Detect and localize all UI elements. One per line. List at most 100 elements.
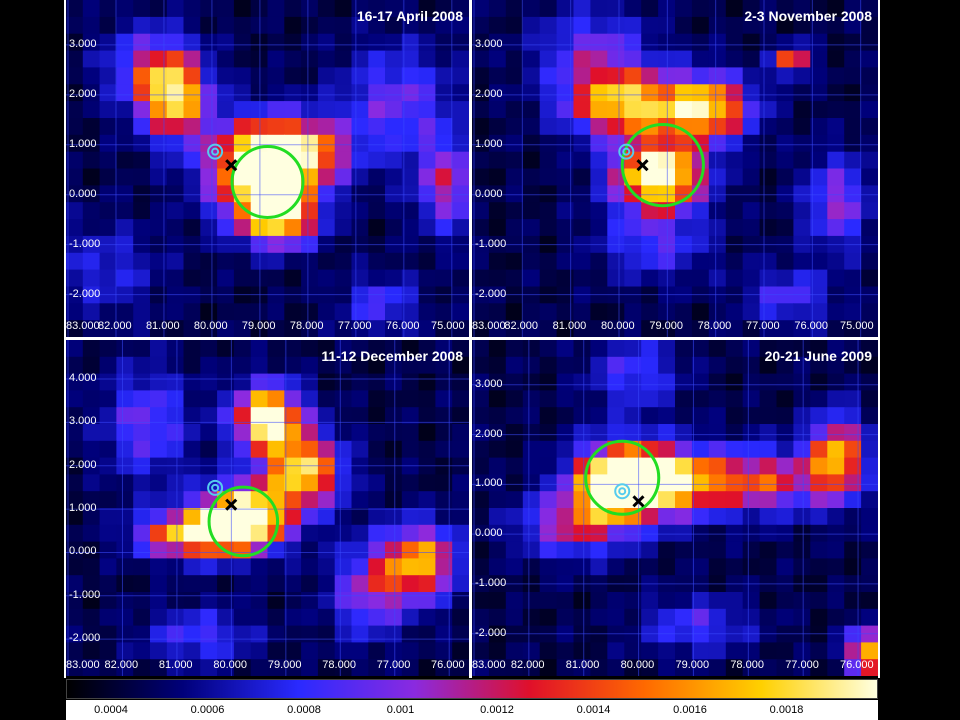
map-pixel [233,625,252,643]
map-pixel [301,373,319,391]
map-pixel [250,558,269,576]
map-pixel [99,84,117,102]
map-pixel [267,407,285,425]
map-pixel [301,0,319,18]
map-pixel [150,524,168,543]
map-pixel [556,625,575,643]
map-pixel [708,508,727,526]
map-pixel [368,286,386,304]
y-tick-label: 2.000 [475,87,503,100]
map-pixel [844,524,862,543]
map-pixel [284,491,302,509]
map-pixel [166,457,185,475]
map-pixel [368,33,386,52]
map-pixel [844,390,862,408]
map-pixel [742,168,761,186]
map-pixel [301,33,319,52]
map-pixel [435,269,453,288]
map-pixel [590,84,608,102]
map-pixel [385,219,403,237]
map-pixel [793,356,811,375]
map-pixel [505,320,524,337]
map-pixel [233,608,252,627]
map-pixel [624,151,642,170]
map-pixel [607,286,625,304]
map-pixel [793,84,811,102]
map-pixel [539,16,558,35]
map-pixel [742,424,761,442]
map-pixel [200,373,218,391]
map-pixel [284,252,302,271]
y-tick-label: -2.000 [69,632,101,645]
map-pixel [827,219,845,237]
map-pixel [435,252,453,271]
map-pixel [183,202,201,220]
map-pixel [658,592,676,610]
map-pixel [368,491,386,509]
map-pixel [82,252,101,271]
map-pixel [742,16,761,35]
map-pixel [368,558,386,576]
map-pixel [334,286,353,304]
map-pixel [66,524,84,543]
map-pixel [590,16,608,35]
map-pixel [66,592,84,610]
map-pixel [66,134,84,153]
map-pixel [522,491,541,509]
map-pixel [658,558,676,576]
map-pixel [334,592,353,610]
map-pixel [675,118,693,136]
map-pixel [505,134,524,153]
map-pixel [776,84,794,102]
map-pixel [590,340,608,358]
map-pixel [861,303,878,321]
map-pixel [590,118,608,136]
map-pixel [133,33,151,52]
source-circle [584,439,661,516]
map-pixel [658,340,676,358]
map-pixel [368,50,386,69]
map-pixel [472,252,490,271]
map-pixel [861,625,878,643]
map-pixel [351,642,369,660]
map-pixel [827,474,845,492]
colorbar-tick-label: 0.0004 [94,704,128,716]
map-pixel [691,440,710,459]
map-pixel [217,457,235,475]
map-pixel [725,373,744,391]
map-pixel [368,252,386,271]
map-pixel [183,457,201,475]
map-pixel [217,101,235,119]
map-pixel [505,390,524,408]
map-pixel [116,541,134,559]
map-pixel [472,269,490,288]
map-pixel [590,642,608,660]
map-pixel [590,67,608,85]
map-pixel [317,219,336,237]
map-pixel [472,303,490,321]
map-pixel [452,356,469,375]
map-pixel [200,625,218,643]
map-pixel [99,286,117,304]
map-pixel [573,373,591,391]
map-pixel [539,33,558,52]
map-pixel [641,84,659,102]
x-tick-label: 80.000 [601,320,635,332]
map-pixel [334,67,353,85]
map-pixel [759,524,778,543]
map-pixel [573,659,591,676]
map-pixel [624,608,642,627]
colorbar-tick-label: 0.0014 [576,704,611,716]
map-pixel [66,373,84,391]
map-pixel [759,424,778,442]
map-pixel [776,118,794,136]
map-pixel [472,524,490,543]
map-pixel [334,118,353,136]
map-pixel [590,356,608,375]
map-pixel [573,16,591,35]
map-pixel [166,625,185,643]
map-pixel [183,373,201,391]
right-border [878,0,880,678]
map-pixel [708,269,727,288]
map-pixel [150,168,168,186]
